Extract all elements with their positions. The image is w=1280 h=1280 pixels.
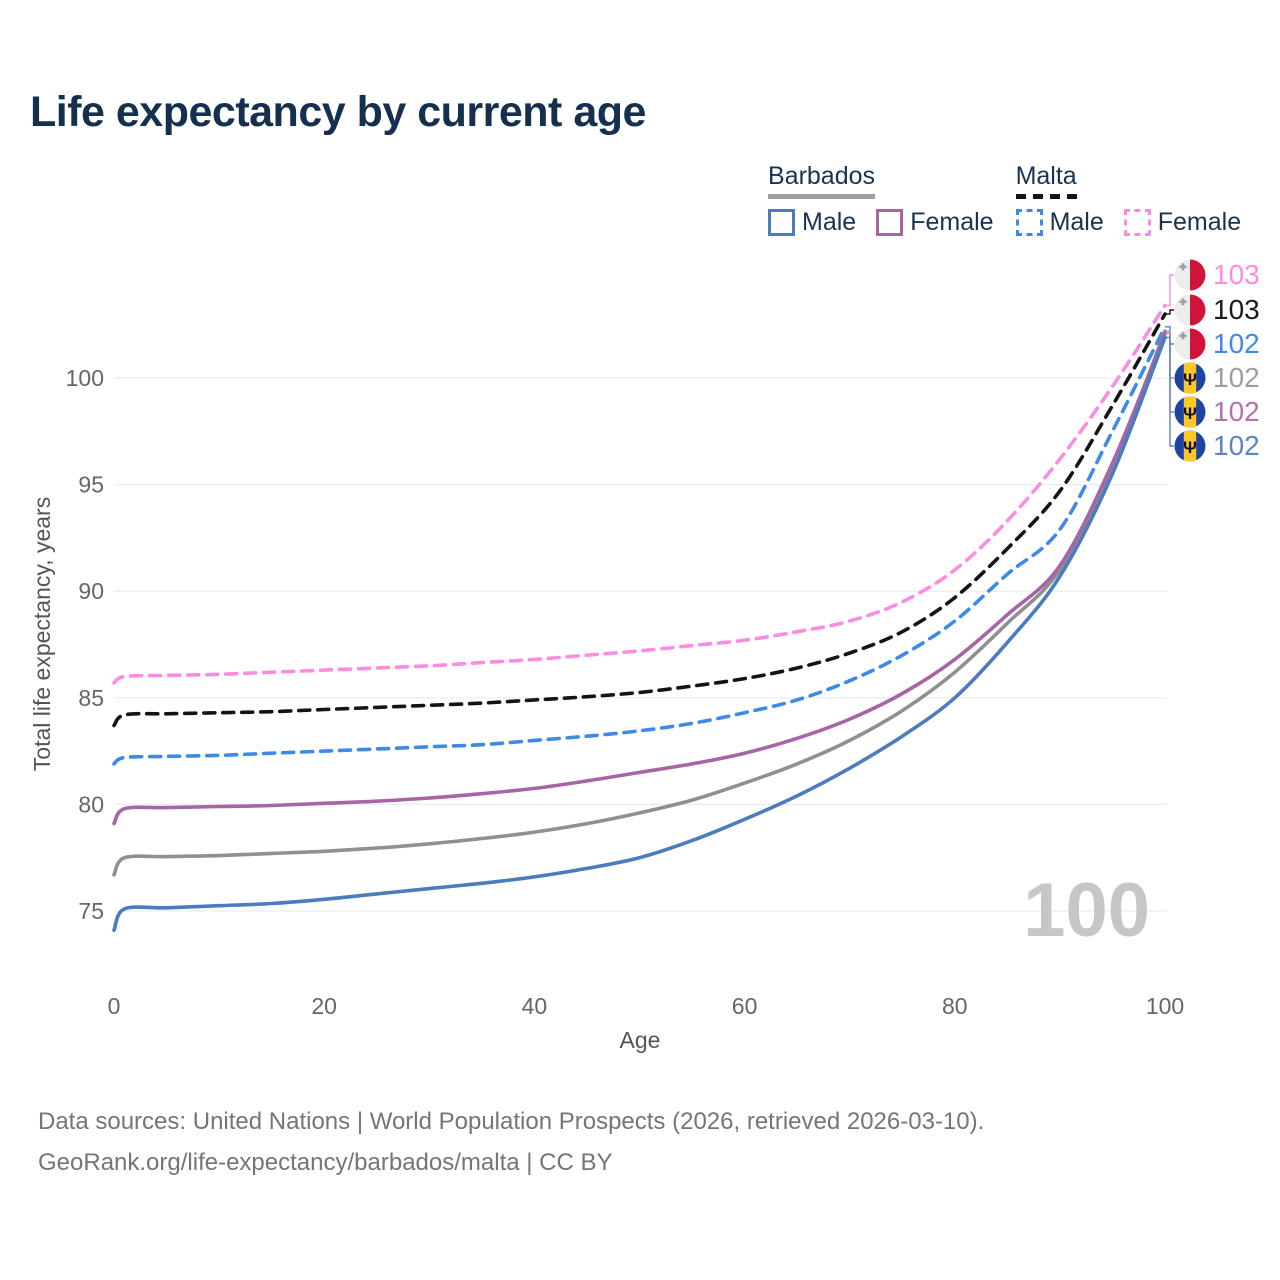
end-label-leader-line (1165, 336, 1174, 447)
end-value-label: 102 (1213, 396, 1260, 427)
malta-flag-icon (1190, 294, 1206, 326)
y-tick-label: 100 (66, 365, 104, 391)
y-tick-label: 75 (78, 898, 104, 924)
legend-country-barbados[interactable]: Barbados (768, 162, 876, 199)
malta-flag-cross-icon (1181, 263, 1185, 271)
data-sources-text: Data sources: United Nations | World Pop… (38, 1108, 985, 1135)
series-line-barbados-female[interactable] (112, 331, 1167, 826)
series-line-malta-female[interactable] (112, 303, 1167, 685)
x-tick-label: 60 (732, 993, 758, 1019)
legend-group-barbados: Barbados Male Female (768, 162, 994, 237)
legend-items-barbados: Male Female (768, 208, 994, 237)
legend-item-label: Male (802, 208, 857, 236)
legend-item-label: Female (1157, 208, 1242, 236)
x-tick-label: 80 (942, 993, 968, 1019)
malta-flag-cross-icon (1181, 332, 1185, 340)
legend-item-label: Male (1049, 208, 1104, 236)
x-tick-label: 40 (522, 993, 548, 1019)
legend-item-label: Female (910, 208, 994, 236)
legend-item-malta-female[interactable]: Female (1123, 208, 1242, 237)
x-tick-label: 0 (108, 993, 121, 1019)
malta-male-swatch-icon (1015, 209, 1043, 236)
legend-items-malta: Male Female (1015, 208, 1242, 237)
legend-group-malta: Malta Male Female (1015, 162, 1242, 237)
barbados-trident-icon: Ψ (1183, 438, 1197, 457)
barbados-male-swatch-icon (768, 209, 795, 236)
y-tick-label: 80 (78, 791, 104, 817)
series-line-malta-male[interactable] (112, 325, 1167, 766)
series-line-barbados-male[interactable] (112, 335, 1167, 932)
x-axis-title: Age (620, 1027, 661, 1053)
legend-item-malta-male[interactable]: Male (1015, 208, 1104, 237)
end-value-label: 103 (1213, 259, 1260, 290)
x-tick-label: 100 (1146, 993, 1184, 1019)
end-label-leader-line (1165, 309, 1174, 315)
end-label-leader-line (1165, 274, 1174, 307)
barbados-female-swatch-icon (876, 209, 904, 236)
barbados-trident-icon: Ψ (1183, 404, 1197, 423)
x-tick-label: 20 (311, 993, 337, 1019)
end-value-label: 102 (1213, 328, 1260, 359)
barbados-trident-icon: Ψ (1183, 370, 1197, 389)
y-axis-title: Total life expectancy, years (29, 497, 55, 771)
malta-flag-icon (1190, 328, 1206, 360)
series-line-barbados[interactable] (112, 329, 1167, 877)
y-tick-label: 95 (78, 472, 104, 498)
malta-flag-cross-icon (1181, 298, 1185, 306)
y-tick-label: 85 (78, 685, 104, 711)
legend: Barbados Male Female Malta Male Female (768, 162, 1241, 237)
barbados-flag-icon (1183, 396, 1197, 428)
end-value-label: 102 (1213, 430, 1260, 461)
legend-country-malta[interactable]: Malta (1015, 162, 1077, 199)
age-watermark: 100 (1023, 868, 1150, 953)
legend-item-barbados-female[interactable]: Female (876, 208, 994, 237)
page-title: Life expectancy by current age (30, 88, 646, 136)
legend-item-barbados-male[interactable]: Male (768, 208, 856, 237)
barbados-flag-icon (1183, 362, 1197, 394)
y-tick-label: 90 (78, 578, 104, 604)
end-value-label: 103 (1213, 294, 1260, 325)
series-line-malta[interactable] (112, 312, 1167, 728)
malta-flag-icon (1190, 259, 1206, 291)
barbados-flag-icon (1183, 430, 1197, 462)
attribution-link-text: GeoRank.org/life-expectancy/barbados/mal… (38, 1149, 613, 1176)
end-value-label: 102 (1213, 362, 1260, 393)
malta-female-swatch-icon (1123, 209, 1151, 236)
